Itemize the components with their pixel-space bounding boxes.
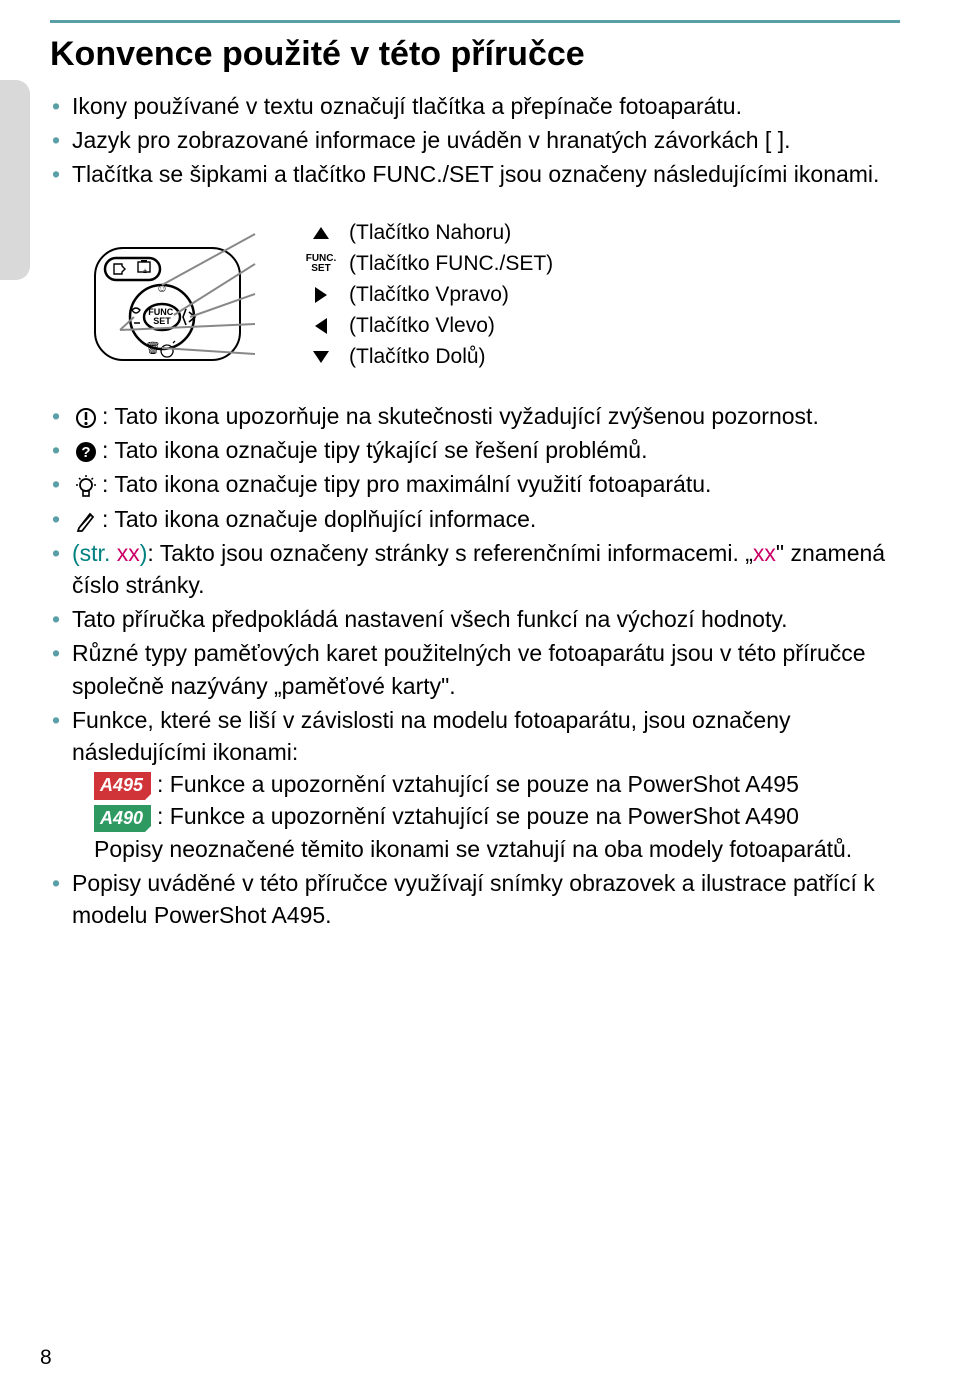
svg-text:±: ± bbox=[143, 268, 147, 275]
bullet-caution: : Tato ikona upozorňuje na skutečnosti v… bbox=[72, 400, 900, 432]
arrow-down-icon bbox=[305, 350, 337, 364]
label-funcset: FUNC.SET (Tlačítko FUNC./SET) bbox=[305, 252, 553, 276]
intro-item: Jazyk pro zobrazované informace je uvádě… bbox=[72, 124, 900, 156]
a495-text: : Funkce a upozornění vztahující se pouz… bbox=[157, 771, 799, 797]
pageref-prefix: (str. bbox=[72, 540, 117, 566]
arrow-up-icon bbox=[305, 226, 337, 240]
bullet-defaults: Tato příručka předpokládá nastavení všec… bbox=[72, 603, 900, 635]
label-right: (Tlačítko Vpravo) bbox=[305, 283, 553, 307]
pageref-mid: : Takto jsou označeny stránky s referenč… bbox=[147, 540, 752, 566]
bullet-screens: Popisy uváděné v této příručce využívají… bbox=[72, 867, 900, 931]
diagram-labels: (Tlačítko Nahoru) FUNC.SET (Tlačítko FUN… bbox=[305, 221, 553, 369]
controller-illustration: ± FUNC. SET ☺ 🗑 bbox=[90, 220, 275, 370]
controller-diagram: ± FUNC. SET ☺ 🗑 (Tlačítko Nahoru) bbox=[90, 220, 900, 370]
svg-text:🗑: 🗑 bbox=[145, 341, 160, 355]
top-rule bbox=[50, 20, 900, 23]
label-right-text: (Tlačítko Vpravo) bbox=[349, 283, 509, 307]
main-list: : Tato ikona upozorňuje na skutečnosti v… bbox=[50, 400, 900, 931]
model-a490-row: A490: Funkce a upozornění vztahující se … bbox=[94, 800, 900, 832]
label-up: (Tlačítko Nahoru) bbox=[305, 221, 553, 245]
models-sub: A495: Funkce a upozornění vztahující se … bbox=[72, 768, 900, 865]
intro-list: Ikony používané v textu označují tlačítk… bbox=[50, 90, 900, 191]
bullet-pageref: (str. xx): Takto jsou označeny stránky s… bbox=[72, 537, 900, 601]
intro-item: Ikony používané v textu označují tlačítk… bbox=[72, 90, 900, 122]
pencil-icon bbox=[72, 510, 100, 532]
svg-text:?: ? bbox=[81, 444, 90, 461]
label-down-text: (Tlačítko Dolů) bbox=[349, 345, 486, 369]
bullet-note: : Tato ikona označuje doplňující informa… bbox=[72, 503, 900, 535]
arrow-left-icon bbox=[305, 317, 337, 335]
label-funcset-text: (Tlačítko FUNC./SET) bbox=[349, 252, 553, 276]
side-tab bbox=[0, 80, 30, 280]
bullet-tip-text: : Tato ikona označuje tipy pro maximální… bbox=[102, 471, 711, 497]
pageref-xx: xx bbox=[117, 540, 140, 566]
pageref-xx2: xx bbox=[753, 540, 776, 566]
arrow-right-icon bbox=[305, 286, 337, 304]
models-outro-text: Popisy neoznačené těmito ikonami se vzta… bbox=[94, 833, 900, 865]
bullet-tip: : Tato ikona označuje tipy pro maximální… bbox=[72, 468, 900, 500]
question-icon: ? bbox=[72, 441, 100, 463]
label-left-text: (Tlačítko Vlevo) bbox=[349, 314, 495, 338]
bullet-note-text: : Tato ikona označuje doplňující informa… bbox=[102, 506, 536, 532]
page-title: Konvence použité v této příručce bbox=[50, 33, 900, 76]
lightbulb-icon bbox=[72, 474, 100, 498]
bullet-models: Funkce, které se liší v závislosti na mo… bbox=[72, 704, 900, 865]
intro-item: Tlačítka se šipkami a tlačítko FUNC./SET… bbox=[72, 158, 900, 190]
model-a495-row: A495: Funkce a upozornění vztahující se … bbox=[94, 768, 900, 800]
funcset-icon: FUNC.SET bbox=[305, 254, 337, 274]
svg-text:SET: SET bbox=[153, 316, 171, 326]
page-number: 8 bbox=[40, 1346, 52, 1370]
bullet-troubleshoot-text: : Tato ikona označuje tipy týkající se ř… bbox=[102, 437, 647, 463]
a490-text: : Funkce a upozornění vztahující se pouz… bbox=[157, 803, 799, 829]
bullet-troubleshoot: ? : Tato ikona označuje tipy týkající se… bbox=[72, 434, 900, 466]
models-intro-text: Funkce, které se liší v závislosti na mo… bbox=[72, 707, 790, 765]
label-down: (Tlačítko Dolů) bbox=[305, 345, 553, 369]
badge-a495: A495 bbox=[94, 772, 151, 799]
label-left: (Tlačítko Vlevo) bbox=[305, 314, 553, 338]
caution-icon bbox=[72, 407, 100, 429]
bullet-cards: Různé typy paměťových karet použitelných… bbox=[72, 637, 900, 701]
badge-a490: A490 bbox=[94, 805, 151, 832]
label-up-text: (Tlačítko Nahoru) bbox=[349, 221, 511, 245]
bullet-caution-text: : Tato ikona upozorňuje na skutečnosti v… bbox=[102, 403, 819, 429]
